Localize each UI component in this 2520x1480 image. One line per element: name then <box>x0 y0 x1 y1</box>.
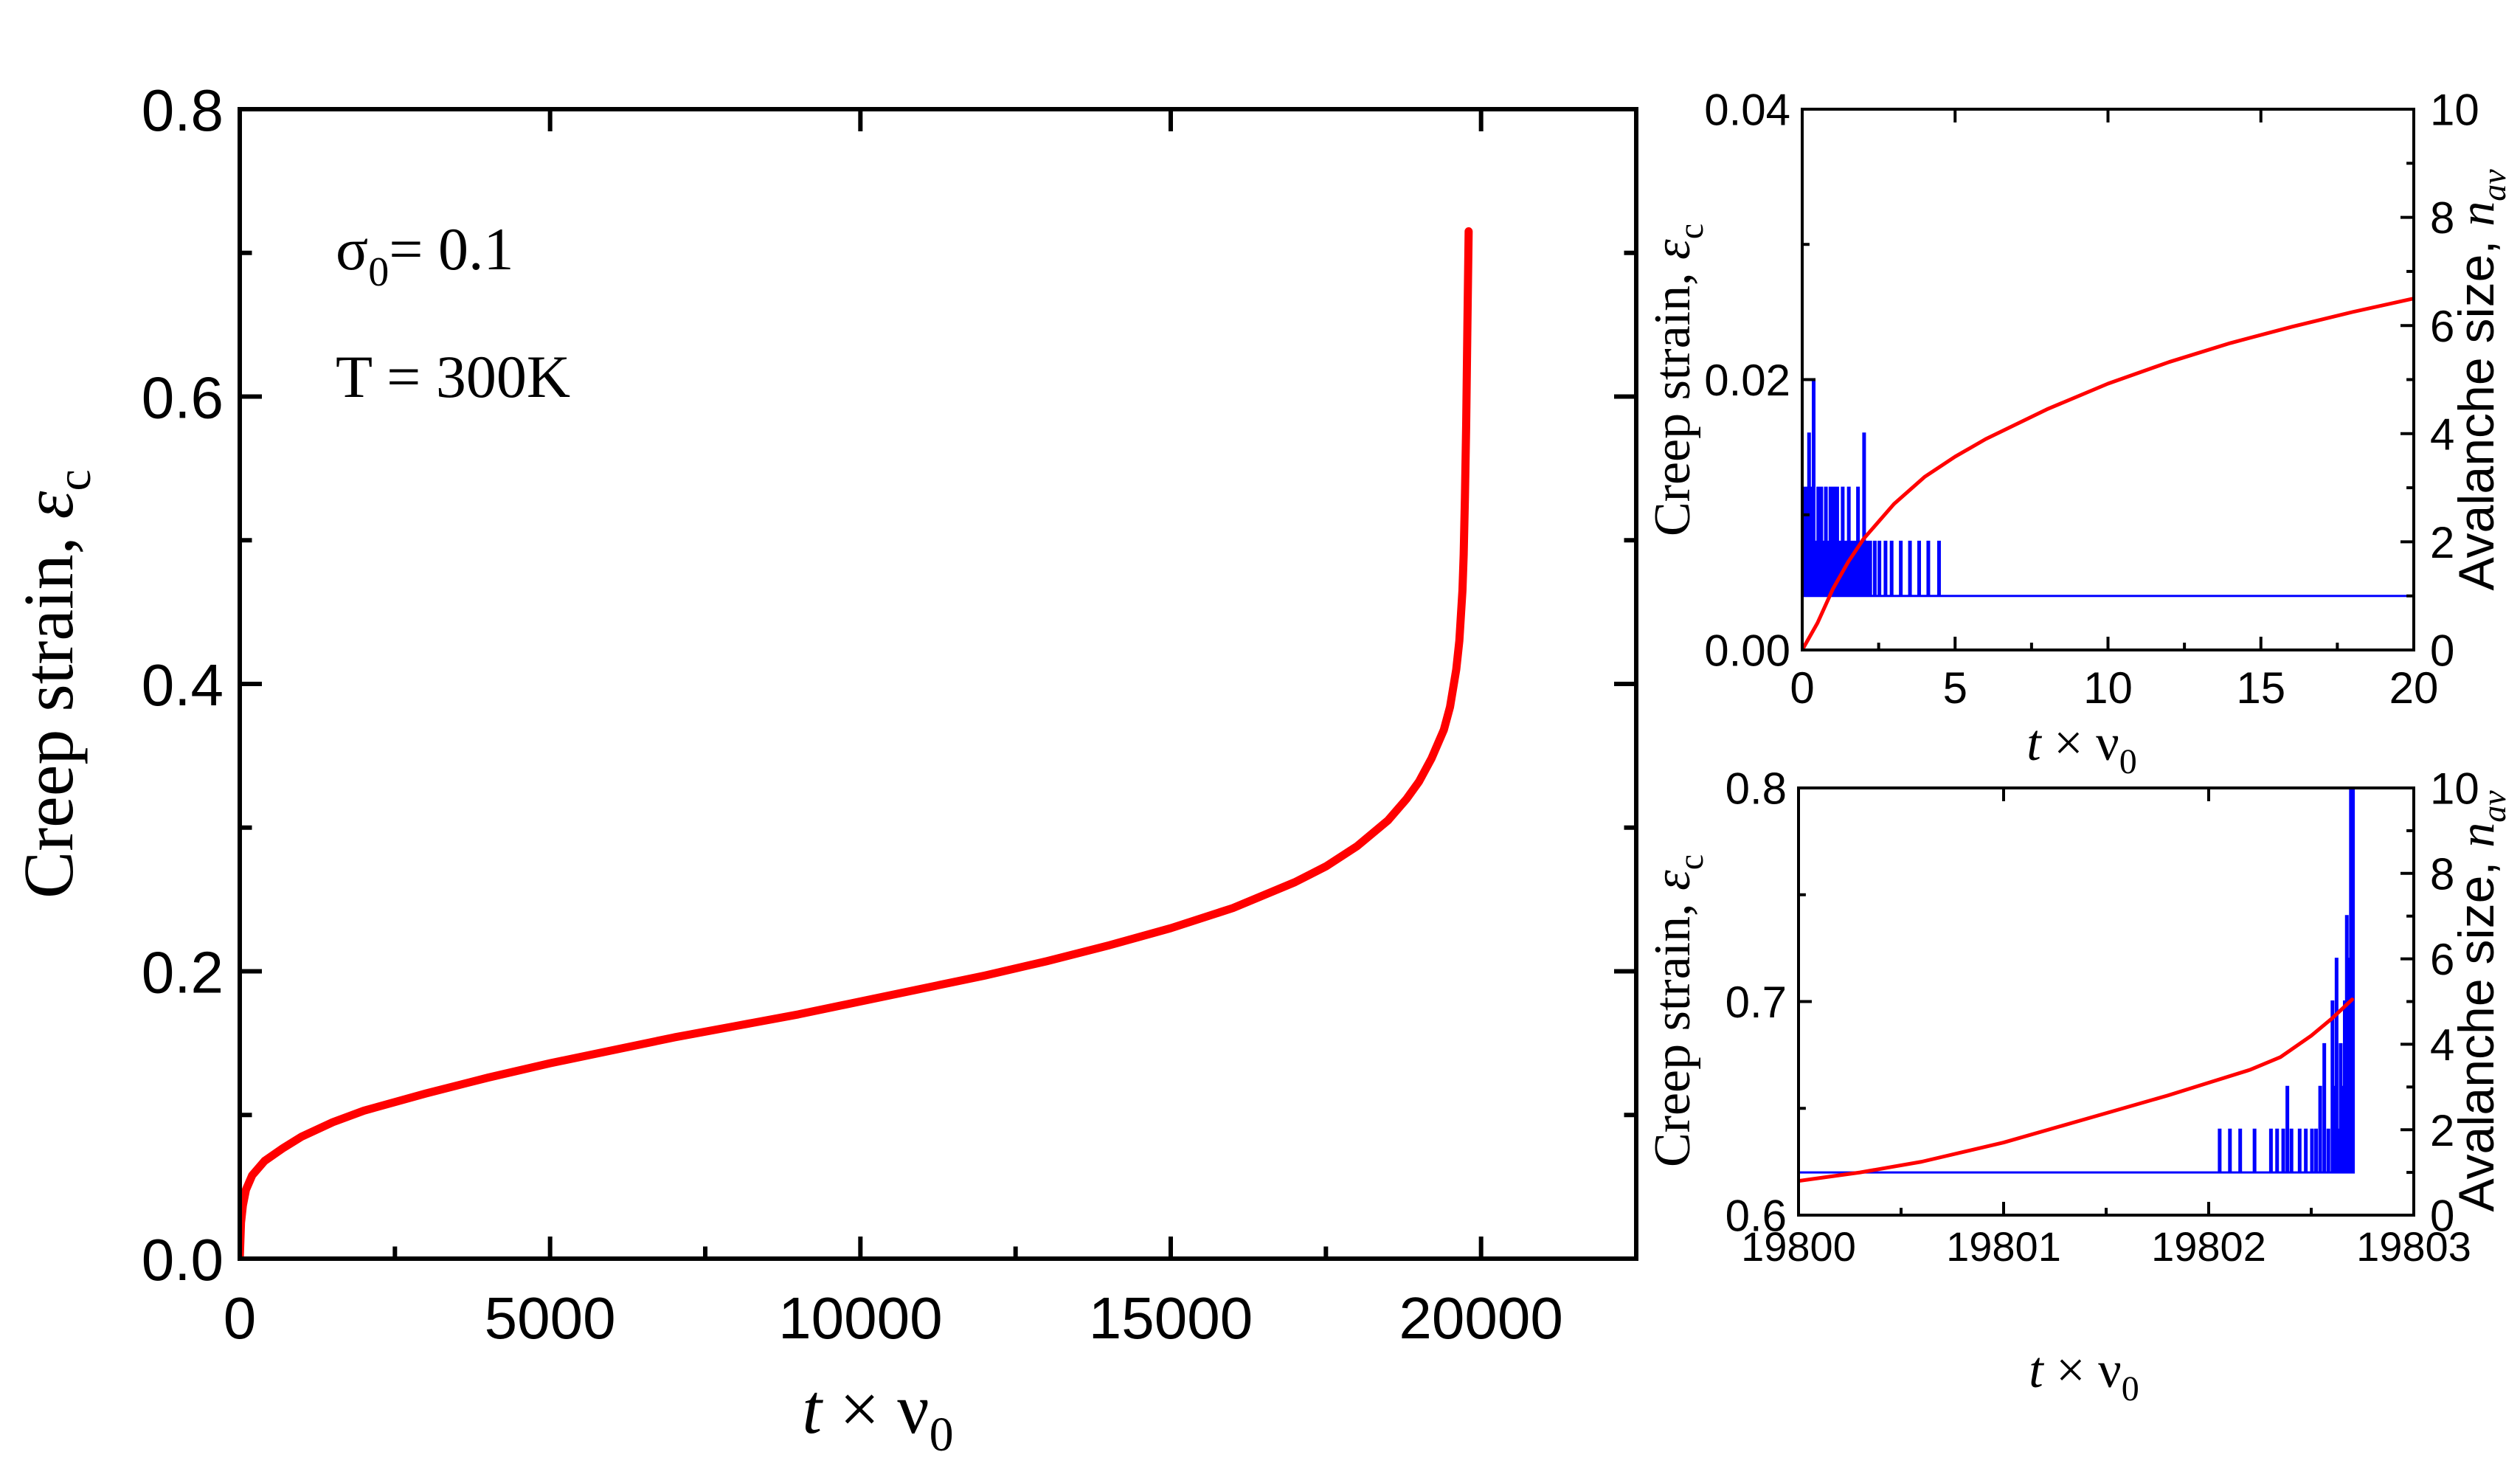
main-ytick-label-1: 0.2 <box>142 939 224 1005</box>
main-annotation-sigma: σ <box>336 215 368 283</box>
inset-bottom-x-axis-var: t <box>2029 1342 2044 1399</box>
inset_top-avalanche-line <box>1802 378 2414 598</box>
inset_top-xtick-label-3: 15 <box>2236 663 2285 713</box>
inset_top-y2tick-label-4: 8 <box>2430 193 2454 243</box>
main-xtick-label-4: 20000 <box>1399 1285 1562 1351</box>
inset_bottom-avalanche-line <box>1799 788 2355 1174</box>
inset-bottom-x-axis-nu: ν <box>2098 1342 2122 1399</box>
inset-top-x-axis-label: t × ν0 <box>2026 715 2137 781</box>
inset-bottom-y2-axis-label: Avalanche size, nav <box>2448 790 2513 1212</box>
inset_bottom-clip-group <box>1799 788 2355 1183</box>
inset_bottom-y2tick-label-5: 10 <box>2430 764 2479 814</box>
main-ytick-label-3: 0.6 <box>142 364 224 430</box>
inset_top-y2tick-label-3: 6 <box>2430 302 2454 351</box>
inset-bottom-y2-axis-text: Avalanche size, <box>2448 848 2505 1212</box>
inset_top-y2tick-label-0: 0 <box>2430 626 2454 676</box>
inset-top-y-axis-label: Creep strain, εc <box>1644 224 1711 536</box>
inset-bottom-y-axis-text: Creep strain, <box>1644 891 1701 1167</box>
inset_top-ytick-label-0: 0.00 <box>1704 626 1790 676</box>
main-xtick-label-2: 10000 <box>778 1285 942 1351</box>
main-annotation-stress-value: = 0.1 <box>389 215 513 283</box>
main-x-axis-nu: ν <box>897 1369 929 1448</box>
inset_top-creep-curve <box>1802 297 2414 650</box>
inset-bottom-x-axis-sub: 0 <box>2122 1369 2139 1408</box>
inset_top-xtick-label-1: 5 <box>1943 663 1967 713</box>
inset_bottom-ytick-label-1: 0.7 <box>1725 978 1787 1027</box>
inset-top-y-axis-sub: c <box>1672 224 1711 239</box>
inset-top-ticks-layer: 0 5 10 15 20 0.00 0.02 0.04 0 2 4 6 8 10 <box>1704 86 2479 713</box>
inset_top-clip-group <box>1802 297 2414 650</box>
main-annotation-sigma-sub: 0 <box>368 249 389 295</box>
inset-top-y2-axis-sub: av <box>2475 169 2513 201</box>
main-x-axis-times: × <box>822 1369 897 1448</box>
inset_top-ytick-label-2: 0.04 <box>1704 86 1790 135</box>
main-y-axis-text: Creep strain, <box>9 519 88 899</box>
main-x-axis-var: t <box>802 1369 823 1448</box>
inset_top-y2tick-label-1: 2 <box>2430 518 2454 567</box>
inset-top-y2-axis-label: Avalanche size, nav <box>2448 169 2513 591</box>
main-xtick-label-3: 15000 <box>1089 1285 1253 1351</box>
main-annotation-temperature: T = 300K <box>336 343 570 410</box>
inset_bottom-xtick-label-1: 19801 <box>1946 1223 2061 1270</box>
inset_bottom-ytick-label-2: 0.8 <box>1725 764 1787 814</box>
inset-top-y-axis-text: Creep strain, <box>1644 260 1701 536</box>
inset_top-y2tick-label-5: 10 <box>2430 86 2479 135</box>
inset-bottom-y2-axis-sub: av <box>2475 790 2513 823</box>
inset-bottom-x-axis-times: × <box>2043 1342 2098 1399</box>
inset-top-x-axis-var: t <box>2026 715 2042 772</box>
inset_top-xtick-label-4: 20 <box>2389 663 2439 713</box>
inset-top-x-axis-nu: ν <box>2096 715 2119 772</box>
inset-bottom-y-axis-sub: c <box>1672 854 1711 870</box>
main-x-axis-label: t × ν0 <box>802 1369 953 1462</box>
main-xtick-label-0: 0 <box>224 1285 257 1351</box>
inset-bottom-ticks-layer: 19800 19801 19802 19803 0.6 0.7 0.8 0 2 4 6 8 10 <box>1725 764 2479 1270</box>
inset_bottom-y2tick-label-2: 4 <box>2430 1020 2454 1070</box>
inset_bottom-y2tick-label-1: 2 <box>2430 1106 2454 1155</box>
inset_bottom-xtick-label-3: 19803 <box>2356 1223 2471 1270</box>
main-x-axis-sub: 0 <box>930 1408 954 1462</box>
inset_bottom-y2tick-label-3: 6 <box>2430 935 2454 984</box>
main-y-axis-eps: ε <box>9 491 88 519</box>
main-xtick-label-1: 5000 <box>485 1285 616 1351</box>
inset_bottom-creep-curve <box>1799 997 2355 1183</box>
inset-top-y-axis-eps: ε <box>1644 239 1701 260</box>
inset_top-y2tick-label-2: 4 <box>2430 409 2454 459</box>
inset-top-frame <box>1801 108 2415 651</box>
inset-bottom-y-axis-eps: ε <box>1644 870 1701 891</box>
main-ytick-label-4: 0.8 <box>142 77 224 143</box>
inset-bottom-series-layer <box>1799 788 2355 1183</box>
main-ytick-label-2: 0.4 <box>142 652 224 718</box>
inset-bottom-y-axis-label: Creep strain, εc <box>1644 854 1711 1167</box>
inset_bottom-xtick-label-0: 19800 <box>1741 1223 1856 1270</box>
inset_bottom-y2tick-label-4: 8 <box>2430 849 2454 899</box>
main-series-layer <box>240 227 1473 1259</box>
main-ticks-layer: 0 5000 10000 15000 20000 0.0 0.2 0.4 0.6 0.8 <box>142 77 1636 1351</box>
inset-top-y2-axis-text: Avalanche size, <box>2448 227 2505 591</box>
main-y-axis-label: Creep strain, εc <box>9 469 101 899</box>
main-annotation-stress: σ0= 0.1 <box>336 215 513 295</box>
main-ytick-label-0: 0.0 <box>142 1227 224 1293</box>
inset_bottom-y2tick-label-0: 0 <box>2430 1192 2454 1241</box>
inset-bottom-plot: 19800 19801 19802 19803 0.6 0.7 0.8 0 2 4 6 8 10 t ×… <box>1644 764 2513 1408</box>
inset_bottom-ytick-label-0: 0.6 <box>1725 1192 1787 1241</box>
inset_top-xtick-label-2: 10 <box>2083 663 2133 713</box>
inset-top-x-axis-sub: 0 <box>2119 742 2137 781</box>
inset_top-xtick-label-0: 0 <box>1790 663 1814 713</box>
main-y-axis-sub: c <box>47 469 101 491</box>
inset_bottom-xtick-label-2: 19802 <box>2151 1223 2266 1270</box>
inset-top-series-layer <box>1802 297 2414 650</box>
inset-top-x-axis-times: × <box>2041 715 2096 772</box>
inset_top-ytick-label-1: 0.02 <box>1704 356 1790 405</box>
inset-bottom-y2-axis-var: n <box>2448 823 2505 848</box>
inset-bottom-x-axis-label: t × ν0 <box>2029 1342 2139 1408</box>
inset-top-y2-axis-var: n <box>2448 201 2505 227</box>
main-clip-group <box>240 227 1473 1259</box>
